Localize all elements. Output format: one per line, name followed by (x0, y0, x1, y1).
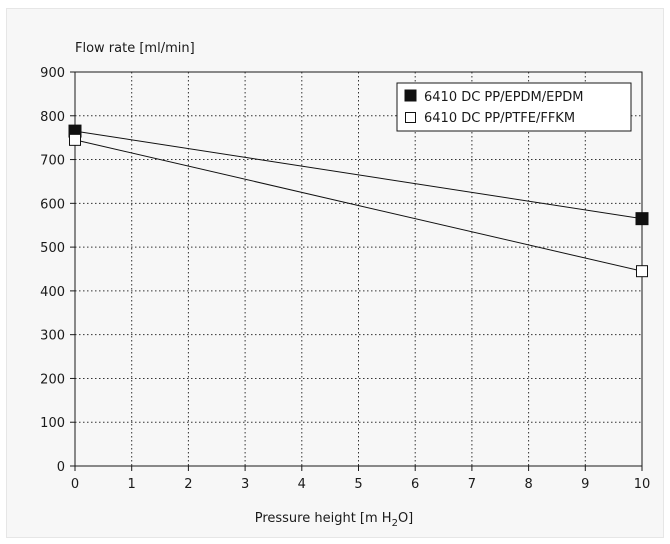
y-tick-label: 400 (40, 285, 65, 300)
series-lines (68, 124, 649, 278)
y-tick-label: 0 (57, 460, 65, 475)
y-tick-label: 100 (40, 416, 65, 431)
x-tick-label: 0 (71, 477, 79, 492)
legend-label-pp-epdm-epdm: 6410 DC PP/EPDM/EPDM (424, 90, 583, 105)
x-tick-label: 7 (468, 477, 476, 492)
x-tick-label: 1 (128, 477, 136, 492)
y-tick-label: 500 (40, 241, 65, 256)
x-tick-label: 8 (524, 477, 532, 492)
y-tick-label: 200 (40, 372, 65, 387)
x-tick-label: 3 (241, 477, 249, 492)
x-axis-ticks: 0 1 2 3 4 5 6 7 8 9 10 (71, 466, 650, 492)
y-tick-label: 300 (40, 329, 65, 344)
y-tick-label: 600 (40, 197, 65, 212)
data-point-open-square (636, 265, 648, 278)
x-tick-label: 6 (411, 477, 419, 492)
y-tick-label: 900 (40, 66, 65, 81)
x-tick-label: 2 (184, 477, 192, 492)
legend-box (396, 82, 632, 132)
legend: 6410 DC PP/EPDM/EPDM 6410 DC PP/PTFE/FFK… (396, 82, 632, 132)
y-tick-label: 700 (40, 154, 65, 169)
legend-marker-filled-square (404, 89, 417, 102)
data-point-filled-square (635, 212, 649, 226)
series-line-0 (74, 130, 643, 220)
legend-label-pp-ptfe-ffkm: 6410 DC PP/PTFE/FFKM (424, 111, 575, 126)
legend-marker-open-square (405, 112, 416, 123)
y-tick-label: 800 (40, 110, 65, 125)
y-axis-ticks: 0 100 200 300 400 500 600 700 800 900 (40, 66, 75, 475)
data-point-open-square (69, 133, 81, 146)
y-axis-title: Flow rate [ml/min] (75, 41, 195, 56)
x-tick-label: 4 (298, 477, 306, 492)
x-tick-label: 9 (581, 477, 589, 492)
x-axis-title: Pressure height [m H2O] (255, 511, 414, 529)
x-tick-label: 10 (634, 477, 651, 492)
series-line-1 (74, 139, 643, 272)
x-tick-label: 5 (354, 477, 362, 492)
